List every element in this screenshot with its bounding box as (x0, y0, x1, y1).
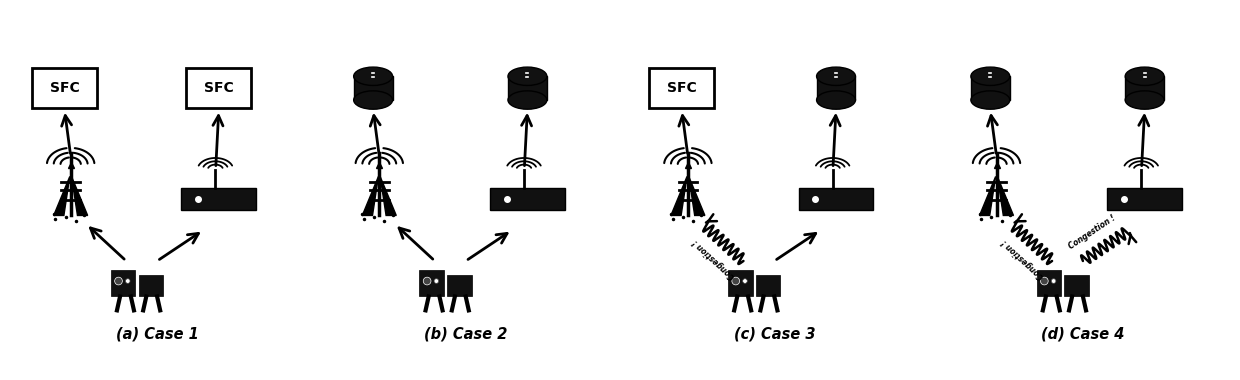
Text: (d) Case 4: (d) Case 4 (1042, 326, 1125, 341)
Polygon shape (419, 270, 444, 296)
Text: (b) Case 2: (b) Case 2 (424, 326, 507, 341)
Polygon shape (799, 188, 873, 210)
Ellipse shape (353, 67, 393, 86)
Polygon shape (53, 176, 69, 215)
Polygon shape (508, 76, 547, 100)
Ellipse shape (817, 67, 856, 86)
Polygon shape (997, 176, 1013, 215)
Ellipse shape (1040, 277, 1048, 285)
Polygon shape (1064, 275, 1089, 296)
Polygon shape (353, 76, 393, 100)
Ellipse shape (1125, 91, 1164, 109)
Ellipse shape (434, 279, 439, 283)
Ellipse shape (508, 67, 547, 86)
Text: Congestion !: Congestion ! (999, 237, 1045, 281)
Text: (c) Case 3: (c) Case 3 (734, 326, 815, 341)
Ellipse shape (732, 277, 739, 285)
Polygon shape (1107, 188, 1182, 210)
Polygon shape (490, 188, 564, 210)
Ellipse shape (125, 279, 130, 283)
Text: SFC: SFC (50, 81, 79, 95)
Polygon shape (181, 188, 257, 210)
Ellipse shape (1052, 279, 1056, 283)
Text: (a) Case 1: (a) Case 1 (115, 326, 198, 341)
Ellipse shape (971, 91, 1009, 109)
Ellipse shape (423, 277, 432, 285)
FancyBboxPatch shape (32, 68, 97, 108)
Text: Congestion !: Congestion ! (691, 237, 737, 281)
Ellipse shape (508, 91, 547, 109)
FancyBboxPatch shape (186, 68, 252, 108)
Polygon shape (817, 76, 856, 100)
Ellipse shape (114, 277, 123, 285)
Polygon shape (381, 176, 397, 215)
Polygon shape (756, 275, 780, 296)
Polygon shape (362, 176, 378, 215)
Ellipse shape (971, 67, 1009, 86)
Text: SFC: SFC (203, 81, 233, 95)
Text: Congestion !: Congestion ! (1066, 214, 1117, 252)
Text: SFC: SFC (667, 81, 697, 95)
Polygon shape (72, 176, 88, 215)
Polygon shape (1125, 76, 1164, 100)
Polygon shape (980, 176, 996, 215)
Ellipse shape (1125, 67, 1164, 86)
Polygon shape (448, 275, 472, 296)
Polygon shape (110, 270, 135, 296)
Polygon shape (688, 176, 704, 215)
Polygon shape (139, 275, 164, 296)
Polygon shape (671, 176, 687, 215)
Ellipse shape (743, 279, 748, 283)
Ellipse shape (817, 91, 856, 109)
FancyBboxPatch shape (650, 68, 714, 108)
Polygon shape (1037, 270, 1061, 296)
Polygon shape (728, 270, 753, 296)
Polygon shape (971, 76, 1009, 100)
Ellipse shape (353, 91, 393, 109)
